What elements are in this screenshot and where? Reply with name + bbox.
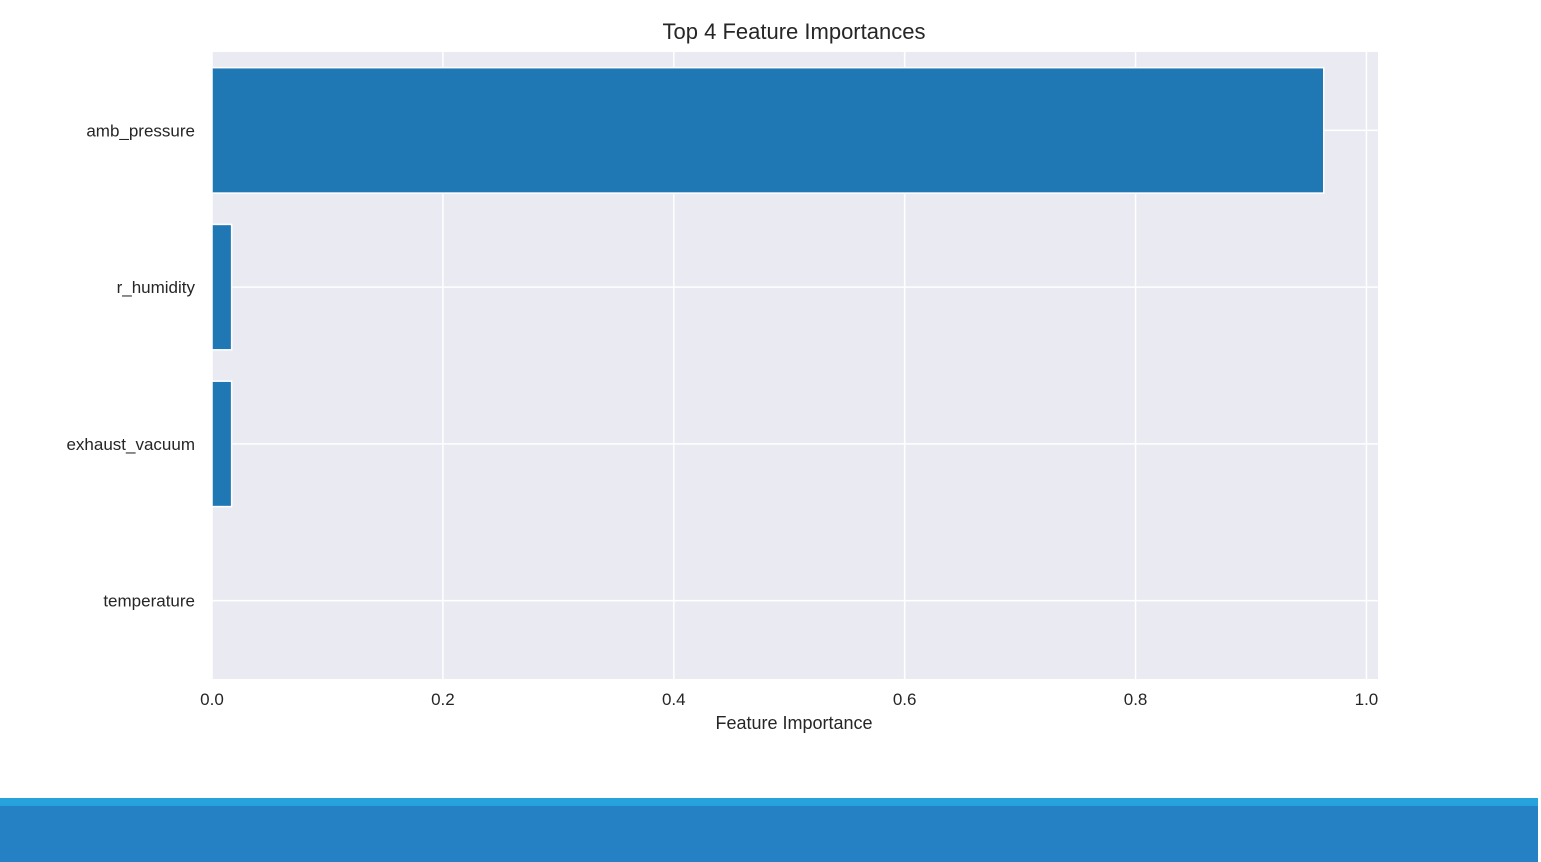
x-tick-labels: 0.0 0.2 0.4 0.6 0.8 1.0 <box>200 690 1378 709</box>
bar-r-humidity <box>211 223 233 351</box>
x-axis-label: Feature Importance <box>715 713 872 733</box>
y-tick-label: exhaust_vacuum <box>66 435 195 454</box>
bar-series <box>211 66 1325 508</box>
y-tick-label: temperature <box>103 592 195 611</box>
x-tick-label: 0.8 <box>1124 690 1148 709</box>
y-tick-label: r_humidity <box>117 278 196 297</box>
chart-title: Top 4 Feature Importances <box>663 19 926 44</box>
x-tick-label: 0.0 <box>200 690 224 709</box>
x-tick-label: 0.4 <box>662 690 686 709</box>
footer-stripe <box>0 798 1538 806</box>
x-tick-label: 1.0 <box>1355 690 1379 709</box>
footer-band <box>0 798 1538 862</box>
y-tick-labels: amb_pressure r_humidity exhaust_vacuumtemp… <box>66 121 195 610</box>
y-tick-label: amb_pressure <box>86 121 195 140</box>
bar-exhaust-vacuum <box>211 380 233 508</box>
x-tick-label: 0.6 <box>893 690 917 709</box>
bar-amb-pressure <box>211 66 1325 194</box>
x-tick-label: 0.2 <box>431 690 455 709</box>
